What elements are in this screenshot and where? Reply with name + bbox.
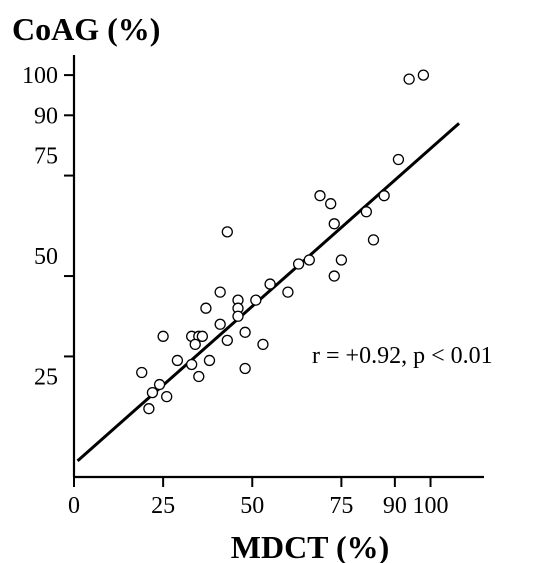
y-tick-label: 75	[34, 143, 58, 169]
data-point	[232, 310, 244, 322]
data-point	[146, 386, 159, 399]
data-points	[136, 69, 430, 415]
data-point	[193, 370, 205, 383]
data-point	[186, 358, 198, 371]
data-point	[328, 270, 340, 282]
data-point	[367, 234, 380, 246]
data-point	[257, 338, 269, 351]
axes	[72, 55, 484, 479]
data-point	[157, 330, 169, 342]
data-point	[221, 226, 233, 238]
data-point	[214, 286, 226, 298]
x-tick-label: 0	[68, 493, 80, 519]
x-tick-label: 50	[240, 493, 264, 519]
data-point	[417, 69, 430, 81]
y-tick-label: 50	[34, 244, 58, 270]
data-point	[328, 218, 340, 230]
data-point	[221, 334, 233, 347]
data-point	[303, 254, 315, 266]
x-axis-label: MDCT (%)	[231, 529, 390, 563]
correlation-annotation: r = +0.92, p < 0.01	[312, 343, 493, 369]
y-tick-label: 100	[22, 63, 58, 89]
data-point	[325, 198, 337, 210]
data-point	[143, 403, 155, 415]
data-point	[292, 258, 305, 270]
y-tick-label: 90	[34, 103, 58, 129]
data-point	[250, 294, 262, 306]
data-point	[203, 354, 216, 367]
y-axis-label: CoAG (%)	[12, 11, 160, 47]
data-point	[239, 362, 251, 375]
data-point	[196, 330, 208, 342]
data-point	[161, 390, 173, 403]
y-tick-label: 25	[34, 365, 58, 391]
data-point	[136, 366, 148, 379]
x-tick-label: 25	[151, 493, 175, 519]
data-point	[264, 278, 276, 290]
data-point	[153, 378, 166, 391]
data-point	[378, 190, 390, 202]
data-point	[200, 302, 212, 314]
data-point	[314, 190, 326, 202]
data-point	[171, 354, 184, 367]
data-point	[239, 326, 251, 338]
data-point	[392, 153, 405, 166]
data-point	[360, 206, 372, 218]
data-point	[282, 286, 294, 298]
regression-line-group	[76, 122, 461, 463]
x-tick-label: 90	[383, 493, 407, 519]
x-tick-label: 100	[413, 493, 449, 519]
data-point	[189, 338, 201, 351]
data-point	[214, 318, 226, 330]
data-point	[335, 254, 348, 266]
regression-line	[76, 122, 461, 463]
x-tick-label: 75	[329, 493, 353, 519]
data-point	[403, 73, 415, 85]
